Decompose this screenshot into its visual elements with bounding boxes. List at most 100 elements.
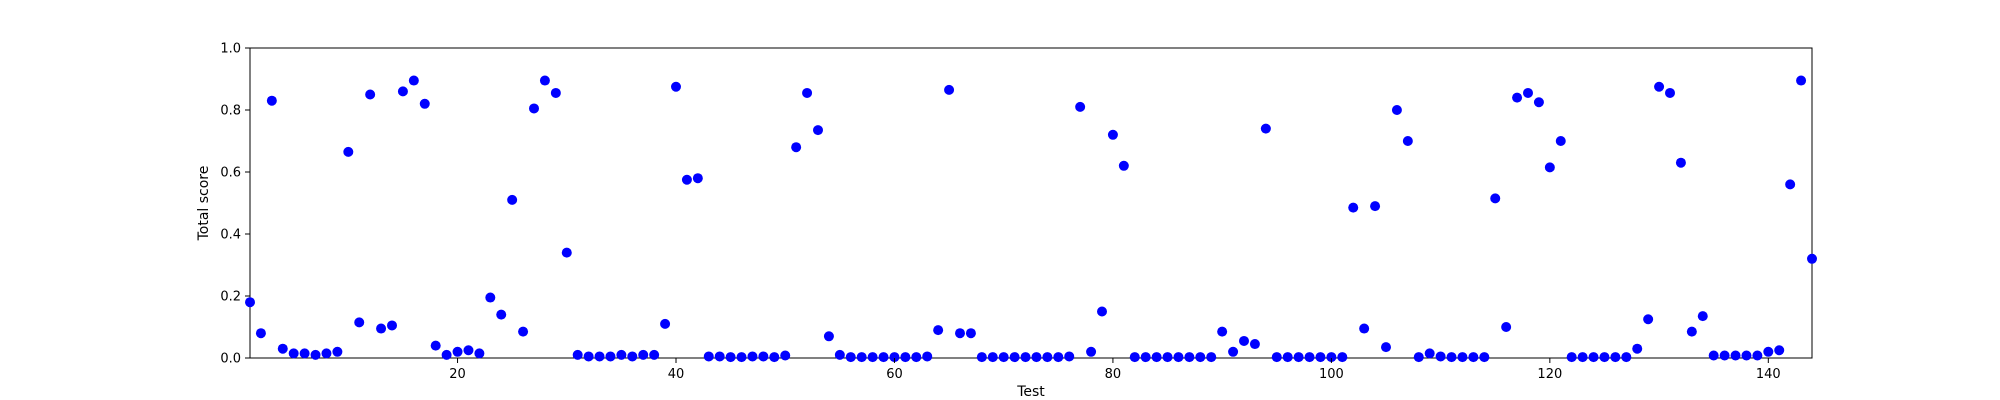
data-point [1107,129,1118,140]
data-point [321,348,332,359]
data-point [1424,348,1435,359]
data-point [1118,160,1129,171]
data-point [354,317,365,328]
data-point [1774,345,1785,356]
data-point [1337,352,1348,363]
data-point [1643,314,1654,325]
y-axis-label: Total score [196,166,212,242]
data-point [845,352,856,363]
y-tick-label: 0.2 [220,290,241,305]
data-point [408,75,419,86]
data-point [813,125,823,136]
data-point [900,352,911,363]
plot-frame [249,47,1813,359]
y-tick-label: 0.4 [220,228,241,243]
data-point [780,350,791,361]
data-point [1621,352,1632,363]
data-point [856,352,867,363]
data-point [1413,352,1424,363]
data-point [965,328,976,339]
data-point [681,174,692,185]
data-point [1697,311,1708,322]
data-point [1097,306,1107,317]
data-point [1249,339,1260,350]
data-point [343,146,354,157]
data-point [583,351,594,362]
data-point [419,98,430,109]
x-axis: 20 40 60 80 100 120 140 [449,358,1781,382]
data-point [1665,87,1675,98]
data-point [1763,346,1774,357]
data-point [1577,352,1588,363]
data-point [1140,352,1151,363]
data-point [288,348,299,359]
data-point [299,348,310,359]
data-point [998,352,1009,363]
data-point [1184,352,1195,363]
data-point [1031,352,1042,363]
x-tick-label: 60 [886,367,903,382]
y-axis: 0.0 0.2 0.4 0.6 0.8 1.0 [220,42,250,367]
data-point [867,352,878,363]
x-tick-label: 40 [668,367,685,382]
data-point [1381,342,1391,353]
data-point [1064,351,1075,362]
x-tick-label: 100 [1319,367,1344,382]
data-point [376,323,387,334]
data-point [1446,352,1457,363]
data-point [1708,350,1719,361]
data-point [758,351,769,362]
data-point [834,349,845,360]
data-point [878,352,889,363]
data-point [823,331,834,342]
data-point [1326,352,1337,363]
data-point [1741,350,1752,361]
data-point [1173,352,1184,363]
data-point [1348,202,1359,213]
data-point [1304,352,1315,363]
data-point [463,345,474,356]
data-point [277,343,288,354]
data-point [791,142,802,153]
data-point [1566,352,1577,363]
data-point [1730,350,1741,361]
data-point [1479,352,1490,363]
data-point [1009,352,1020,363]
data-point [725,352,736,363]
data-point [638,349,649,360]
data-point [955,328,965,339]
data-point [671,81,681,92]
data-point [1053,352,1064,363]
y-tick-label: 0.8 [220,104,241,119]
data-point [1239,335,1249,346]
data-point [245,297,255,308]
data-point [529,103,539,114]
data-point [1807,253,1817,264]
data-point [1162,352,1173,363]
data-point [1359,323,1370,334]
data-point [430,340,441,351]
data-point [1435,351,1446,362]
data-point [1512,92,1523,103]
data-point [474,348,485,359]
data-point [1675,157,1686,168]
y-tick-label: 0.0 [220,352,241,367]
data-point [1402,136,1413,146]
data-point [550,87,561,98]
data-point [332,346,343,357]
data-points [245,75,1817,363]
data-point [1282,352,1293,363]
data-point [627,351,638,362]
data-point [1610,352,1621,363]
data-point [703,351,714,362]
x-axis-label: Test [1016,384,1045,400]
data-point [802,87,813,98]
data-point [572,349,583,360]
data-point [976,352,987,363]
x-tick-label: 120 [1537,367,1562,382]
data-point [1271,352,1282,363]
data-point [616,349,627,360]
data-point [387,320,397,331]
data-point [1151,352,1162,363]
